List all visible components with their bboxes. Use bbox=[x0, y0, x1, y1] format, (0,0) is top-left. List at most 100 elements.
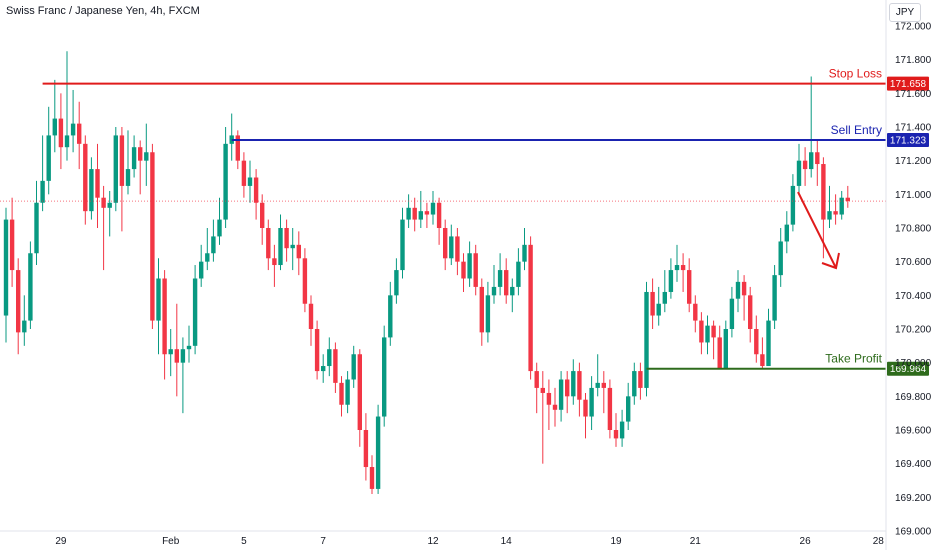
candle-body bbox=[778, 241, 783, 276]
level-price-tag bbox=[887, 76, 929, 91]
candle-body bbox=[693, 303, 698, 321]
level-price-tag-label: 169.964 bbox=[890, 364, 927, 375]
candle-body bbox=[534, 371, 539, 388]
candle-body bbox=[253, 177, 259, 203]
candle-body bbox=[363, 430, 369, 468]
x-tick-label: 7 bbox=[320, 536, 326, 547]
candle-body bbox=[839, 197, 844, 215]
candle-body bbox=[333, 349, 338, 383]
candle-body bbox=[58, 118, 64, 148]
candle-body bbox=[241, 160, 247, 186]
y-tick-label: 169.200 bbox=[895, 493, 932, 504]
candle-body bbox=[699, 320, 704, 343]
candle-body bbox=[418, 211, 423, 220]
candle-body bbox=[95, 169, 100, 198]
candle-body bbox=[278, 228, 283, 266]
y-tick-label: 171.000 bbox=[895, 190, 932, 201]
candle-body bbox=[729, 298, 735, 329]
candle-body bbox=[89, 169, 94, 212]
y-tick-label: 171.600 bbox=[895, 89, 932, 100]
candle-body bbox=[589, 387, 594, 417]
candle-body bbox=[766, 320, 771, 367]
candle-body bbox=[680, 265, 686, 271]
candle-body bbox=[83, 143, 88, 212]
candle-body bbox=[443, 228, 448, 259]
y-tick-label: 170.600 bbox=[895, 257, 932, 268]
x-tick-label: 19 bbox=[610, 536, 622, 547]
candle-body bbox=[479, 286, 484, 333]
candle-body bbox=[424, 211, 430, 215]
candle-body bbox=[223, 143, 228, 220]
candle-body bbox=[3, 219, 9, 316]
candle-body bbox=[144, 152, 149, 161]
candle-body bbox=[516, 261, 521, 287]
y-tick-label: 171.800 bbox=[895, 55, 932, 66]
candle-body bbox=[455, 236, 460, 262]
candle-body bbox=[845, 197, 850, 202]
candle-body bbox=[138, 147, 143, 161]
candle-body bbox=[351, 354, 356, 380]
candle-body bbox=[504, 270, 509, 296]
candle-body bbox=[217, 219, 222, 237]
candle-body bbox=[52, 118, 57, 136]
candle-body bbox=[577, 371, 582, 400]
y-tick-label: 169.400 bbox=[895, 459, 932, 470]
candle-body bbox=[125, 169, 131, 186]
candle-body bbox=[260, 202, 265, 228]
candle-body bbox=[46, 135, 51, 181]
candle-body bbox=[546, 392, 552, 405]
y-tick-label: 170.200 bbox=[895, 325, 932, 336]
x-tick-label: 5 bbox=[241, 536, 247, 547]
candle-body bbox=[64, 135, 70, 148]
currency-button[interactable]: JPY bbox=[889, 3, 921, 22]
candle-body bbox=[290, 244, 295, 249]
candle-body bbox=[70, 123, 76, 136]
candle-body bbox=[199, 261, 204, 279]
candle-body bbox=[552, 404, 558, 410]
candle-body bbox=[107, 202, 112, 208]
candle-body bbox=[613, 430, 619, 439]
candle-body bbox=[760, 354, 765, 367]
y-tick-label: 169.000 bbox=[895, 527, 932, 538]
direction-arrow bbox=[797, 191, 840, 270]
x-tick-label: 26 bbox=[800, 536, 812, 547]
candle-body bbox=[528, 244, 533, 372]
candle-body bbox=[394, 270, 399, 296]
candle-body bbox=[205, 253, 210, 262]
candle-body bbox=[77, 123, 82, 144]
arrow-head bbox=[821, 252, 840, 270]
candle-body bbox=[827, 211, 832, 220]
candle-body bbox=[833, 211, 838, 215]
candle-body bbox=[314, 329, 320, 372]
y-tick-label: 169.800 bbox=[895, 392, 932, 403]
trade-levels: Stop Loss 171.658 Sell Entry 171.323 Take Pr… bbox=[0, 67, 929, 376]
arrow-shaft bbox=[797, 191, 837, 269]
candle-body bbox=[284, 228, 289, 249]
candle-body bbox=[327, 349, 332, 367]
candle-body bbox=[192, 278, 198, 346]
candle-body bbox=[607, 387, 613, 430]
candle-body bbox=[510, 286, 515, 296]
candle-body bbox=[711, 325, 716, 338]
candle-body bbox=[162, 278, 167, 355]
candle-body bbox=[150, 152, 155, 321]
candle-body bbox=[16, 270, 21, 333]
candle-body bbox=[436, 202, 442, 228]
candle-body bbox=[522, 244, 527, 262]
y-tick-label: 171.200 bbox=[895, 156, 932, 167]
x-tick-label: Feb bbox=[162, 536, 180, 547]
candle-body bbox=[638, 371, 643, 388]
candle-body bbox=[735, 281, 741, 299]
candle-body bbox=[705, 325, 710, 343]
candle-body bbox=[180, 349, 186, 363]
candle-body bbox=[400, 219, 405, 271]
candle-body bbox=[796, 160, 802, 186]
candle-body bbox=[540, 387, 545, 393]
y-tick-label: 170.000 bbox=[895, 358, 932, 369]
candle-body bbox=[748, 295, 753, 329]
candle-body bbox=[449, 236, 454, 259]
y-tick-label: 172.000 bbox=[895, 22, 932, 33]
candle-body bbox=[595, 382, 600, 388]
x-tick-label: 28 bbox=[873, 536, 885, 547]
